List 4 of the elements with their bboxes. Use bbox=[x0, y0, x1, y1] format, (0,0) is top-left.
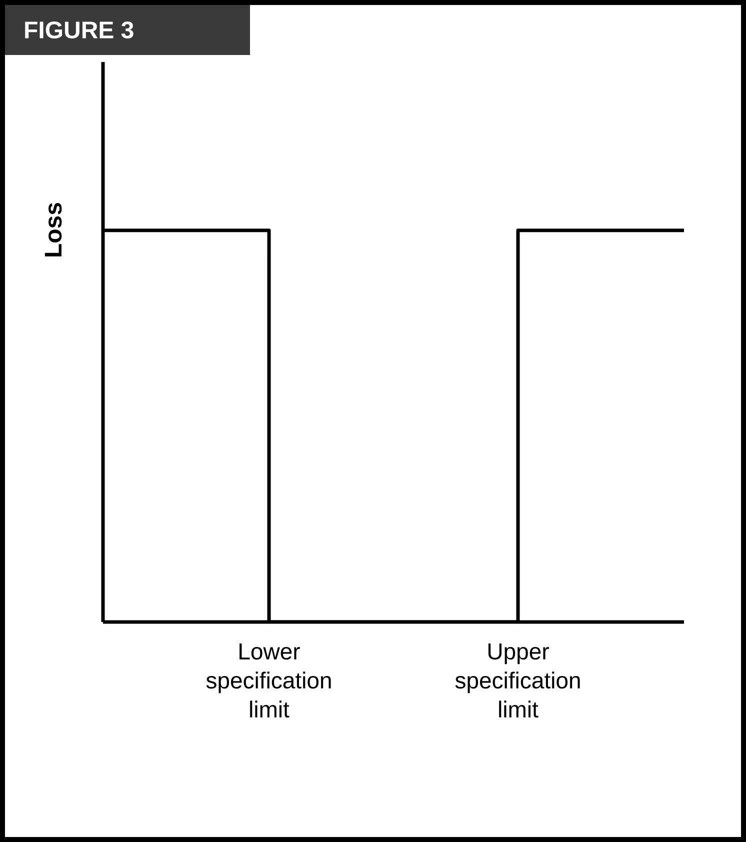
chart-title: FIGURE 3 bbox=[25, 21, 134, 38]
x-tick-label: Lower specification limit bbox=[206, 644, 331, 718]
x-tick-label: Upper specification limit bbox=[455, 644, 580, 718]
y-axis-title: Loss bbox=[44, 202, 62, 256]
